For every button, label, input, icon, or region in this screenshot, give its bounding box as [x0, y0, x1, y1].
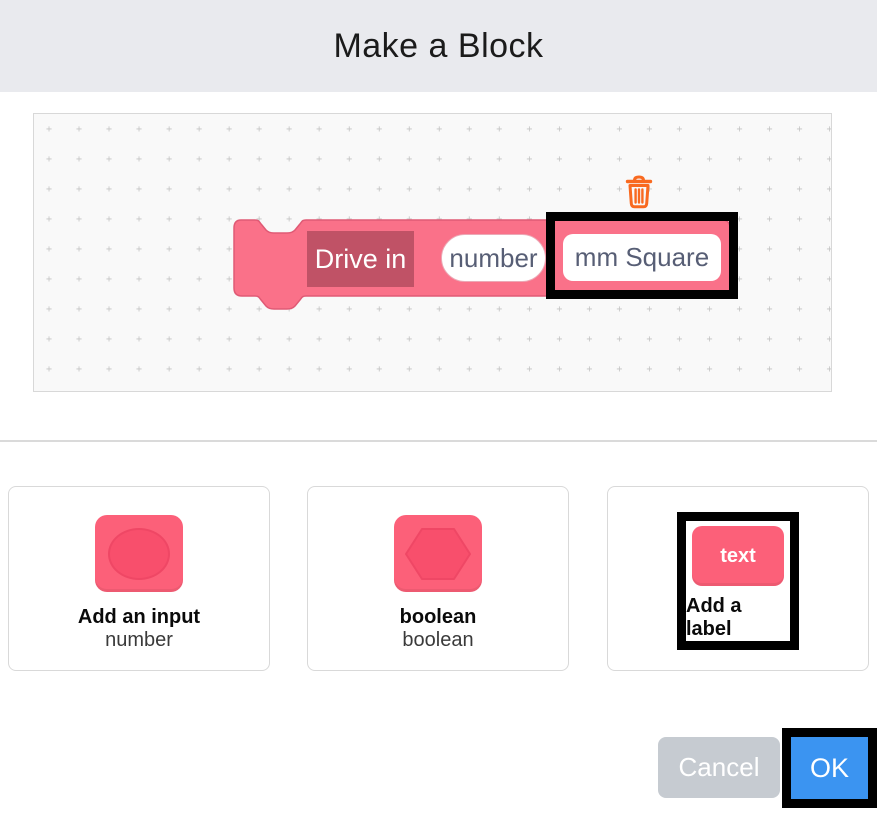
number-input-icon — [95, 515, 183, 592]
boolean-input-icon — [394, 515, 482, 592]
label-text-field[interactable]: mm Square — [563, 234, 721, 281]
section-divider — [0, 440, 877, 442]
add-label-card[interactable]: text Add a label — [607, 486, 869, 671]
dialog-title: Make a Block — [333, 26, 544, 65]
card-title: Add an input — [77, 606, 201, 628]
block-preview-canvas: +++++++++++++++++++++++++++ ++++++++++++… — [33, 113, 832, 392]
oval-shape-icon — [108, 527, 170, 580]
card-title: Add a label — [686, 595, 742, 640]
block-name-field[interactable]: Drive in — [307, 231, 414, 287]
trash-icon[interactable] — [623, 175, 655, 209]
highlight-box-add-label: text Add a label — [677, 512, 799, 650]
add-input-number-card[interactable]: Add an input number — [8, 486, 270, 671]
hexagon-shape-icon — [405, 527, 471, 580]
text-label-icon: text — [692, 526, 784, 586]
card-subtitle: boolean — [402, 629, 474, 651]
card-subtitle: number — [105, 629, 173, 651]
dialog-header: Make a Block — [0, 0, 877, 92]
ok-button[interactable]: OK — [791, 737, 868, 799]
add-input-boolean-card[interactable]: boolean boolean — [307, 486, 569, 671]
highlight-box-ok: OK — [782, 728, 877, 808]
number-input-slot[interactable]: number — [441, 234, 546, 282]
cancel-button[interactable]: Cancel — [658, 737, 780, 798]
card-title: boolean — [399, 606, 477, 628]
